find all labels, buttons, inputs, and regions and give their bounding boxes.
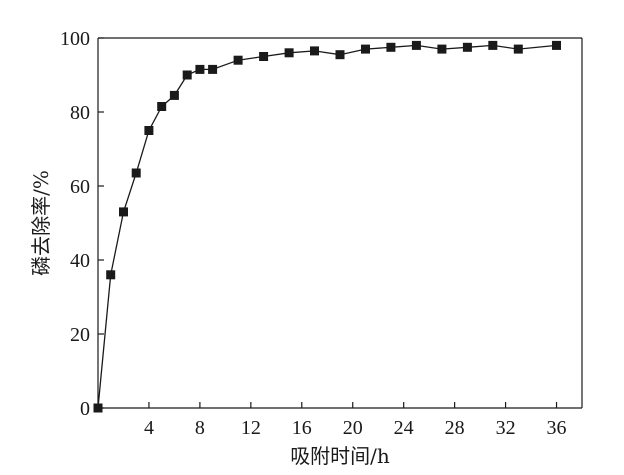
- x-tick-label: 28: [445, 417, 465, 439]
- data-point-marker: [195, 64, 205, 74]
- data-point-marker: [462, 42, 472, 52]
- data-point-marker: [335, 50, 345, 60]
- data-point-marker: [552, 40, 561, 50]
- series-line: [97, 44, 557, 409]
- x-tick-label: 32: [496, 417, 516, 439]
- x-ticks: 4 8 12 16 20 24 28 32 36: [144, 402, 567, 439]
- data-point-marker: [259, 52, 269, 61]
- data-point-marker: [284, 48, 294, 58]
- data-point-marker: [437, 44, 447, 54]
- x-axis-title: 吸附时间/h: [290, 444, 390, 468]
- data-point-marker: [144, 126, 154, 135]
- y-tick-label: 40: [70, 250, 90, 272]
- data-point-marker: [157, 102, 167, 111]
- data-point-marker: [310, 46, 319, 56]
- y-tick-label: 60: [70, 176, 90, 198]
- data-point-marker: [106, 270, 116, 280]
- y-ticks: 0 20 40 60 80 100: [60, 28, 104, 420]
- data-point-marker: [131, 168, 141, 178]
- data-point-marker: [488, 40, 498, 50]
- data-point-marker: [411, 40, 421, 50]
- x-tick-label: 12: [241, 417, 261, 439]
- y-tick-label: 0: [80, 398, 90, 420]
- y-tick-label: 100: [60, 28, 90, 50]
- series-layer: [93, 40, 561, 413]
- x-tick-label: 36: [547, 417, 567, 439]
- x-tick-label: 8: [195, 417, 205, 439]
- plot-frame: [97, 37, 583, 409]
- x-tick-label: 24: [394, 417, 414, 439]
- data-point-marker: [361, 44, 370, 54]
- data-point-marker: [233, 55, 243, 65]
- x-tick-label: 16: [292, 417, 312, 439]
- data-point-marker: [208, 64, 218, 74]
- y-axis-title: 磷去除率/%: [29, 170, 53, 276]
- data-point-marker: [182, 70, 192, 80]
- data-point-marker: [513, 44, 523, 54]
- y-tick-label: 20: [70, 324, 90, 346]
- x-tick-label: 4: [144, 417, 154, 439]
- data-point-marker: [119, 207, 128, 217]
- data-point-marker: [169, 90, 179, 100]
- x-tick-label: 20: [343, 417, 363, 439]
- y-tick-label: 80: [70, 102, 90, 124]
- data-point-marker: [93, 403, 103, 413]
- data-point-marker: [386, 42, 396, 52]
